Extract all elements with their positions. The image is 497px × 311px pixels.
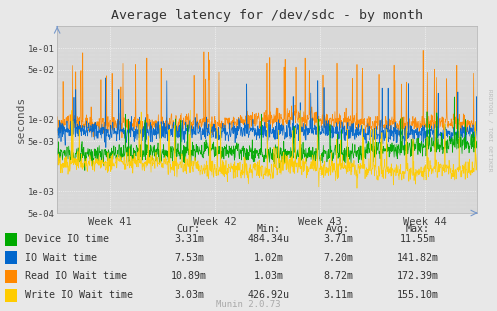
FancyBboxPatch shape <box>5 270 17 283</box>
Text: 7.20m: 7.20m <box>323 253 353 263</box>
Text: Read IO Wait time: Read IO Wait time <box>25 272 127 281</box>
Text: Min:: Min: <box>256 224 280 234</box>
Text: 172.39m: 172.39m <box>397 272 438 281</box>
Text: Write IO Wait time: Write IO Wait time <box>25 290 133 300</box>
Text: 426.92u: 426.92u <box>248 290 289 300</box>
Text: 10.89m: 10.89m <box>171 272 207 281</box>
Text: Max:: Max: <box>406 224 429 234</box>
Text: 155.10m: 155.10m <box>397 290 438 300</box>
Text: 8.72m: 8.72m <box>323 272 353 281</box>
Text: 1.03m: 1.03m <box>253 272 283 281</box>
Text: 7.53m: 7.53m <box>174 253 204 263</box>
Text: Device IO time: Device IO time <box>25 234 109 244</box>
Text: 3.11m: 3.11m <box>323 290 353 300</box>
Text: IO Wait time: IO Wait time <box>25 253 97 263</box>
Text: 141.82m: 141.82m <box>397 253 438 263</box>
Text: 3.03m: 3.03m <box>174 290 204 300</box>
FancyBboxPatch shape <box>5 289 17 302</box>
Text: Avg:: Avg: <box>326 224 350 234</box>
Text: 11.55m: 11.55m <box>400 234 435 244</box>
Text: 3.71m: 3.71m <box>323 234 353 244</box>
FancyBboxPatch shape <box>5 233 17 246</box>
Title: Average latency for /dev/sdc - by month: Average latency for /dev/sdc - by month <box>111 10 423 22</box>
Text: Munin 2.0.73: Munin 2.0.73 <box>216 299 281 309</box>
Y-axis label: seconds: seconds <box>16 96 26 143</box>
Text: 3.31m: 3.31m <box>174 234 204 244</box>
Text: RRDTOOL / TOBI OETIKER: RRDTOOL / TOBI OETIKER <box>487 89 492 172</box>
Text: 1.02m: 1.02m <box>253 253 283 263</box>
FancyBboxPatch shape <box>5 251 17 264</box>
Text: Cur:: Cur: <box>177 224 201 234</box>
Text: 484.34u: 484.34u <box>248 234 289 244</box>
